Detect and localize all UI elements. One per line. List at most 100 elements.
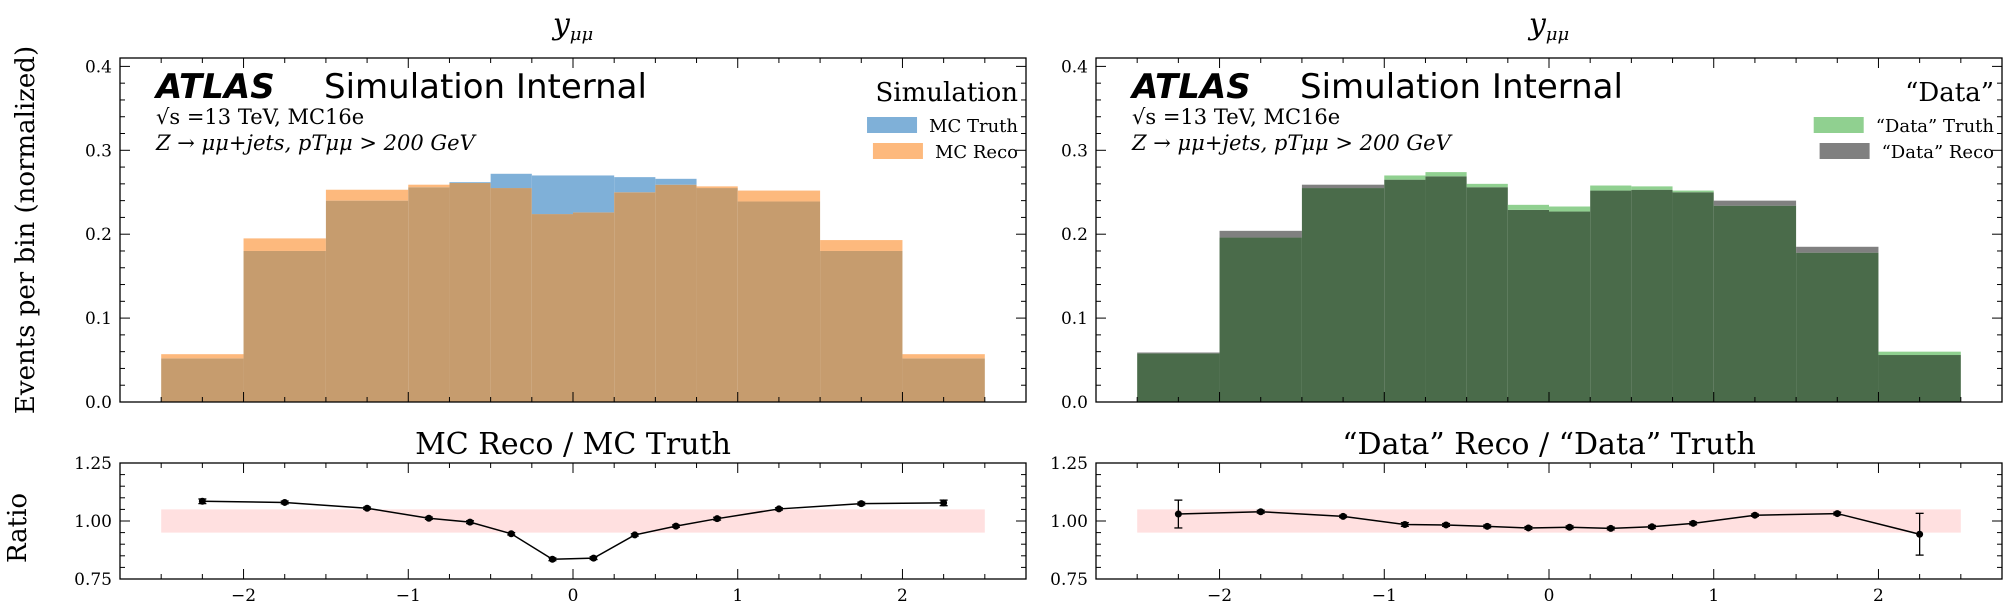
- overlap-bar: [325, 200, 409, 402]
- reco-bar: [243, 238, 326, 251]
- overlap-bar: [1137, 353, 1220, 402]
- x-tick-label: −2: [1207, 586, 1232, 606]
- ratio-point: [548, 555, 556, 563]
- ratio-point: [940, 499, 948, 507]
- legend-label: “Data” Reco: [1882, 142, 1994, 163]
- x-tick-label: 2: [897, 586, 908, 606]
- reco-bar: [902, 354, 985, 359]
- reco-bar: [161, 354, 244, 359]
- ratio-point: [1174, 510, 1182, 518]
- selection-info: Z → μμ+jets, pTμμ > 200 GeV: [1131, 131, 1453, 155]
- y-tick-label: 0.2: [85, 225, 112, 245]
- truth-bar: [1878, 351, 1961, 356]
- ratio-point: [1339, 512, 1347, 520]
- truth-bar: [490, 173, 532, 189]
- ratio-point: [1916, 530, 1924, 538]
- overlap-bar: [1713, 205, 1797, 402]
- ratio-point: [1483, 522, 1491, 530]
- y-tick-label: 1.25: [74, 454, 112, 474]
- x-tick-label: 1: [732, 586, 743, 606]
- truth-bar: [1631, 186, 1673, 190]
- ratio-point: [857, 500, 865, 508]
- left-main-panel: 0.0 0.1 0.2 0.3 0.4 yμμ ATLAS Simulation Intern…: [85, 7, 1027, 413]
- legend-label: “Data” Truth: [1876, 116, 1995, 137]
- truth-bar: [449, 182, 491, 184]
- y-tick-label: 0.0: [1061, 393, 1088, 413]
- ratio-point: [363, 504, 371, 512]
- reco-bar: [325, 189, 409, 201]
- ratio-title: MC Reco / MC Truth: [415, 427, 731, 462]
- ratio-point: [713, 515, 721, 523]
- overlap-bar: [1384, 179, 1426, 402]
- reco-bar: [1137, 352, 1220, 354]
- ratio-point: [198, 497, 206, 505]
- atlas-logo-text: ATLAS: [153, 67, 275, 107]
- legend-title: “Data”: [1905, 78, 1994, 108]
- reco-bar: [408, 184, 450, 188]
- x-tick-label: −2: [231, 586, 256, 606]
- overlap-bar: [820, 250, 903, 402]
- x-tick-label: 2: [1873, 586, 1884, 606]
- truth-bar: [655, 178, 697, 185]
- ratio-point: [425, 514, 433, 522]
- right-ratio-panel: −2 −1 0 1 2 0.75 1.00 1.25 “Data” Reco / “Data” …: [1050, 427, 2003, 606]
- atlas-subtitle: Simulation Internal: [1300, 67, 1623, 107]
- overlap-bar: [1549, 211, 1591, 402]
- ratio-point: [775, 505, 783, 513]
- ratio-title: “Data” Reco / “Data” Truth: [1342, 427, 1756, 462]
- legend-swatch: [867, 117, 918, 133]
- ratio-point: [631, 531, 639, 539]
- y-tick-label: 1.25: [1050, 454, 1088, 474]
- overlap-bar: [1219, 237, 1302, 402]
- y-axis-label-ratio: Ratio: [3, 493, 33, 563]
- overlap-bar: [655, 184, 697, 402]
- overlap-bar: [1631, 189, 1673, 402]
- overlap-bar: [1590, 190, 1632, 402]
- overlap-bar: [531, 214, 573, 402]
- overlap-bar: [408, 187, 450, 402]
- x-tick-label: 0: [1544, 586, 1555, 606]
- right-main-panel: 0.0 0.1 0.2 0.3 0.4 yμμ ATLAS Simulation Intern…: [1061, 7, 2003, 413]
- x-tick-label: −1: [1372, 586, 1397, 606]
- ratio-line: [1178, 510, 1920, 535]
- overlap-bar: [696, 188, 738, 402]
- truth-bar: [1590, 185, 1632, 191]
- ratio-point: [1566, 523, 1574, 531]
- reco-bar: [737, 190, 821, 202]
- y-tick-label: 1.00: [1050, 512, 1088, 532]
- y-tick-label: 0.75: [1050, 570, 1088, 590]
- truth-bar: [1549, 206, 1591, 212]
- ratio-point: [507, 530, 515, 538]
- ratio-point: [1751, 511, 1759, 519]
- overlap-bar: [614, 192, 656, 402]
- overlap-bar: [243, 250, 326, 402]
- overlap-bar: [1466, 187, 1508, 402]
- legend-swatch: [1819, 143, 1870, 159]
- y-tick-label: 0.75: [74, 570, 112, 590]
- atlas-subtitle: Simulation Internal: [324, 67, 647, 107]
- x-tick-label: 1: [1708, 586, 1719, 606]
- ratio-point: [281, 498, 289, 506]
- ratio-point: [1257, 508, 1265, 516]
- ratio-point: [1442, 521, 1450, 529]
- left-ratio-panel: −2 −1 0 1 2 0.75 1.00 1.25 MC Reco / MC Truth: [74, 427, 1027, 606]
- overlap-bar: [1425, 176, 1467, 402]
- y-tick-label: 0.1: [85, 309, 112, 329]
- legend-label: MC Truth: [929, 116, 1018, 137]
- reco-bar: [1796, 246, 1879, 253]
- overlap-bar: [573, 212, 615, 402]
- atlas-logo-text: ATLAS: [1129, 67, 1251, 107]
- y-tick-label: 0.2: [1061, 225, 1088, 245]
- truth-bar: [1672, 190, 1714, 193]
- truth-bar: [1466, 183, 1508, 188]
- y-tick-label: 1.00: [74, 512, 112, 532]
- overlap-bar: [1301, 188, 1385, 402]
- ratio-point: [1524, 524, 1532, 532]
- ratio-line: [202, 500, 944, 561]
- truth-bar: [1425, 172, 1467, 177]
- reco-bar: [696, 186, 738, 189]
- reco-bar: [1301, 184, 1385, 189]
- overlap-bar: [1796, 252, 1879, 402]
- ratio-point: [1648, 523, 1656, 531]
- ratio-point: [1607, 524, 1615, 532]
